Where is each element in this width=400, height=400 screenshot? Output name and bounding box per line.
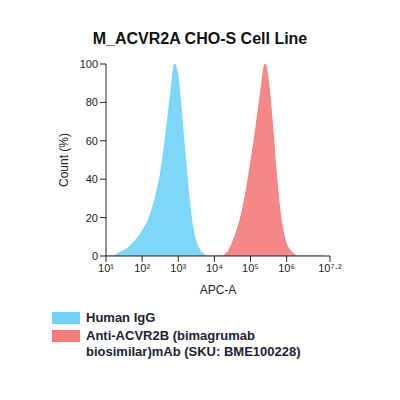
svg-text:40: 40 xyxy=(86,173,98,185)
svg-text:10⁴: 10⁴ xyxy=(206,262,223,274)
svg-text:0: 0 xyxy=(92,250,98,262)
html-text:M_ACVR2A CHO-S Cell Line: M_ACVR2A CHO-S Cell Line xyxy=(92,30,308,47)
svg-text:60: 60 xyxy=(86,135,98,147)
svg-text:10²: 10² xyxy=(134,262,150,274)
svg-text:10⁶: 10⁶ xyxy=(278,262,295,274)
svg-text:10³: 10³ xyxy=(170,262,186,274)
svg-text:80: 80 xyxy=(86,96,98,108)
svg-text:10¹: 10¹ xyxy=(98,262,114,274)
svg-text:APC-A: APC-A xyxy=(200,283,237,297)
svg-text:100: 100 xyxy=(80,58,98,70)
html-text:Anti-ACVR2B (bimagrumab biosim: Anti-ACVR2B (bimagrumab biosimilar)mAb (… xyxy=(86,328,301,359)
svg-text:20: 20 xyxy=(86,212,98,224)
html-text:Human IgG: Human IgG xyxy=(86,310,156,325)
svg-text:10⁵: 10⁵ xyxy=(242,262,259,274)
svg-text:Count (%): Count (%) xyxy=(57,133,71,187)
svg-text:10⁷·²: 10⁷·² xyxy=(318,262,342,274)
